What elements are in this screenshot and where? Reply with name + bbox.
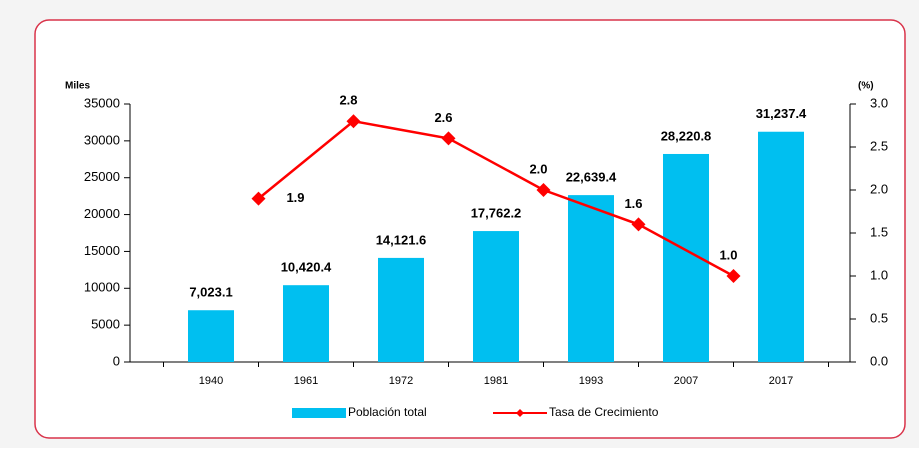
y-tick-label: 25000 (84, 169, 120, 184)
line-value-label: 2.8 (339, 93, 357, 108)
y-tick-label: 35000 (84, 95, 120, 110)
x-tick-label: 2017 (769, 375, 793, 387)
legend-label: Población total (348, 405, 427, 419)
y-tick-label: 10000 (84, 280, 120, 295)
y2-tick-label: 0.0 (870, 353, 888, 368)
bar (283, 285, 329, 362)
line-value-label: 2.6 (434, 110, 452, 125)
y-tick-label: 30000 (84, 132, 120, 147)
x-tick-label: 1993 (579, 375, 603, 387)
bar-value-label: 22,639.4 (566, 170, 617, 185)
bar-value-label: 10,420.4 (281, 260, 332, 275)
x-tick-label: 1981 (484, 375, 508, 387)
line-value-label: 2.0 (529, 161, 547, 176)
bar (378, 257, 424, 362)
bar-value-label: 14,121.6 (376, 232, 427, 247)
y2-tick-label: 1.0 (870, 267, 888, 282)
y-tick-label: 5000 (91, 317, 120, 332)
line (257, 119, 735, 278)
y2-tick-label: 2.0 (870, 181, 888, 196)
y2-tick-label: 1.5 (870, 224, 888, 239)
bar-value-label: 31,237.4 (756, 106, 807, 121)
y-tick-label: 15000 (84, 243, 120, 258)
x-tick-label: 1961 (294, 375, 318, 387)
bar (188, 310, 234, 362)
line-value-label: 1.0 (719, 247, 737, 262)
bar (473, 231, 519, 362)
line-marker (346, 114, 361, 129)
legend-label: Tasa de Crecimiento (549, 405, 659, 419)
bar (758, 131, 804, 362)
bar-value-label: 28,220.8 (661, 128, 712, 143)
legend-swatch (516, 409, 524, 417)
y-axis-label: Miles (65, 81, 90, 92)
line-value-label: 1.9 (286, 190, 304, 205)
bar-value-label: 7,023.1 (189, 285, 232, 300)
y2-tick-label: 3.0 (870, 95, 888, 110)
x-tick-label: 2007 (674, 375, 698, 387)
line-marker (631, 217, 646, 232)
line-marker (726, 269, 741, 283)
line-marker (536, 183, 551, 197)
line-marker (441, 131, 456, 146)
bar (568, 195, 614, 362)
x-tick-label: 1940 (199, 375, 223, 387)
line-value-label: 1.6 (624, 196, 642, 211)
x-tick-label: 1972 (389, 375, 413, 387)
y2-axis-label: (%) (858, 81, 874, 92)
bar-value-label: 17,762.2 (471, 206, 522, 221)
y-tick-label: 0 (113, 353, 120, 368)
y2-tick-label: 2.5 (870, 138, 888, 153)
legend-swatch (292, 408, 346, 418)
y2-tick-label: 0.5 (870, 310, 888, 325)
line-marker (251, 191, 266, 206)
y-tick-label: 20000 (84, 206, 120, 221)
